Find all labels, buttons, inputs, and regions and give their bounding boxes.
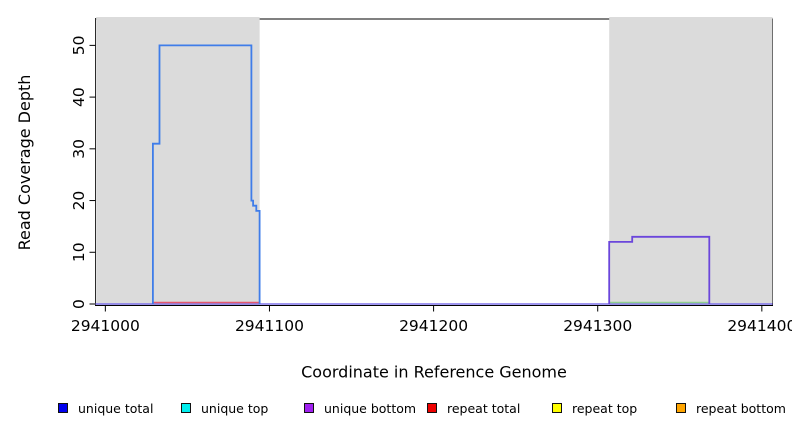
shaded-regions (96, 17, 773, 305)
y-tick-label: 40 (70, 87, 88, 107)
x-tick-label: 2941300 (563, 317, 632, 335)
y-tick-label: 50 (70, 36, 88, 56)
aligned-region-right (609, 17, 773, 305)
legend-swatch-unique-top (181, 403, 191, 413)
x-axis: 2941000 2941100 2941200 2941300 2941400 (71, 305, 792, 335)
legend-item-unique-top: unique top (181, 399, 268, 417)
legend-label: repeat top (572, 400, 638, 416)
legend-label: repeat bottom (696, 400, 786, 416)
y-tick-label: 30 (70, 139, 88, 159)
x-tick-label: 2941100 (235, 317, 304, 335)
x-tick-label: 2941000 (71, 317, 140, 335)
series-unique-coverage-right-peak (608, 235, 711, 304)
legend-swatch-unique-bottom (304, 403, 314, 413)
legend-item-unique-bottom: unique bottom (304, 399, 416, 417)
legend-item-repeat-total: repeat total (427, 399, 520, 417)
x-tick-label: 2941400 (727, 317, 792, 335)
x-axis-title: Coordinate in Reference Genome (301, 363, 567, 382)
legend-label: unique total (78, 400, 154, 416)
y-tick-label: 0 (70, 299, 88, 309)
y-axis-title: Read Coverage Depth (15, 75, 34, 251)
series-unique-coverage-left-peak (151, 44, 261, 304)
legend-swatch-repeat-bottom (676, 403, 686, 413)
y-tick-label: 20 (70, 191, 88, 211)
legend-swatch-repeat-total (427, 403, 437, 413)
y-axis: 0 10 20 30 40 50 (70, 36, 96, 309)
y-tick-label: 10 (70, 242, 88, 262)
legend-label: repeat total (447, 400, 521, 416)
series-lines (95, 44, 773, 305)
legend-label: unique top (201, 400, 269, 416)
legend-label: unique bottom (324, 400, 417, 416)
legend-swatch-repeat-top (552, 403, 562, 413)
plot-legend: unique total unique top unique bottom repea… (0, 399, 792, 421)
legend-swatch-unique-total (58, 403, 68, 413)
legend-item-unique-total: unique total (58, 399, 153, 417)
aligned-region-left (96, 17, 260, 305)
x-tick-label: 2941200 (399, 317, 468, 335)
legend-item-repeat-top: repeat top (552, 399, 637, 417)
legend-item-repeat-bottom: repeat bottom (676, 399, 786, 417)
